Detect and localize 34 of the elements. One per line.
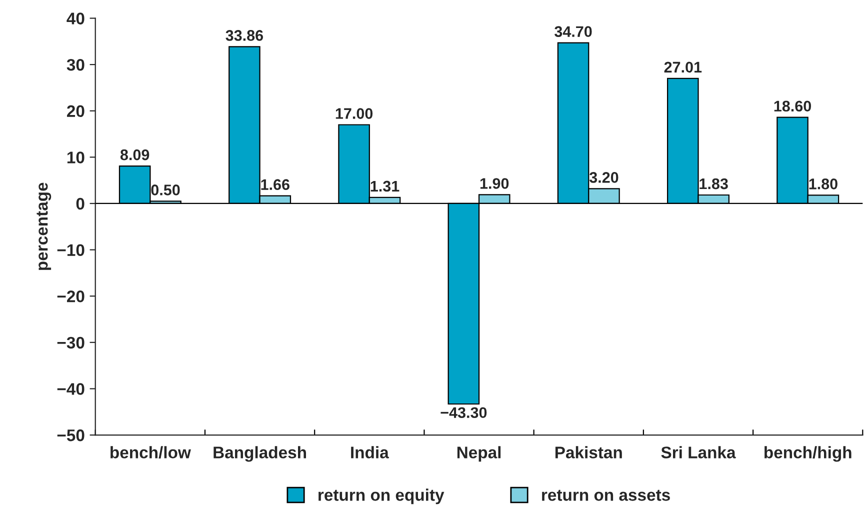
data-label: −43.30: [440, 407, 487, 418]
data-label: 3.20: [589, 172, 618, 183]
data-label: 1.31: [370, 180, 400, 192]
y-tick-label: −30: [57, 336, 84, 349]
data-label: 34.70: [554, 26, 592, 38]
legend-label: return on equity: [318, 488, 444, 504]
y-tick-label: 30: [66, 58, 84, 71]
y-tick-label: −50: [57, 429, 84, 442]
x-tick-label: India: [351, 446, 389, 458]
y-tick-label: 0: [76, 198, 84, 210]
y-tick-label: 20: [66, 105, 84, 118]
x-tick-label: Pakistan: [555, 446, 622, 458]
y-axis-title: percentage: [36, 182, 52, 270]
data-label: 1.66: [261, 179, 290, 190]
x-tick-label: Nepal: [457, 446, 501, 462]
x-tick-label: Sri Lanka: [661, 446, 736, 458]
data-label: 1.83: [700, 178, 728, 190]
x-tick-label: Bangladesh: [214, 446, 306, 462]
data-label: 17.00: [336, 108, 373, 119]
data-label: 1.90: [480, 178, 509, 189]
y-tick-label: 40: [66, 12, 84, 24]
y-tick-label: 10: [67, 152, 84, 164]
y-tick-label: −40: [57, 383, 84, 395]
data-label: 33.86: [226, 30, 264, 41]
data-label: 1.80: [809, 178, 838, 190]
x-tick-label: bench/low: [110, 446, 191, 459]
data-label: 18.60: [774, 100, 812, 112]
data-label: 8.09: [120, 149, 150, 160]
legend-label: return on assets: [542, 490, 670, 501]
x-tick-label: bench/high: [764, 446, 852, 462]
y-tick-label: −20: [57, 290, 84, 302]
data-label: 27.01: [664, 62, 702, 73]
data-label: 0.50: [151, 184, 180, 196]
y-tick-label: −10: [57, 244, 84, 256]
